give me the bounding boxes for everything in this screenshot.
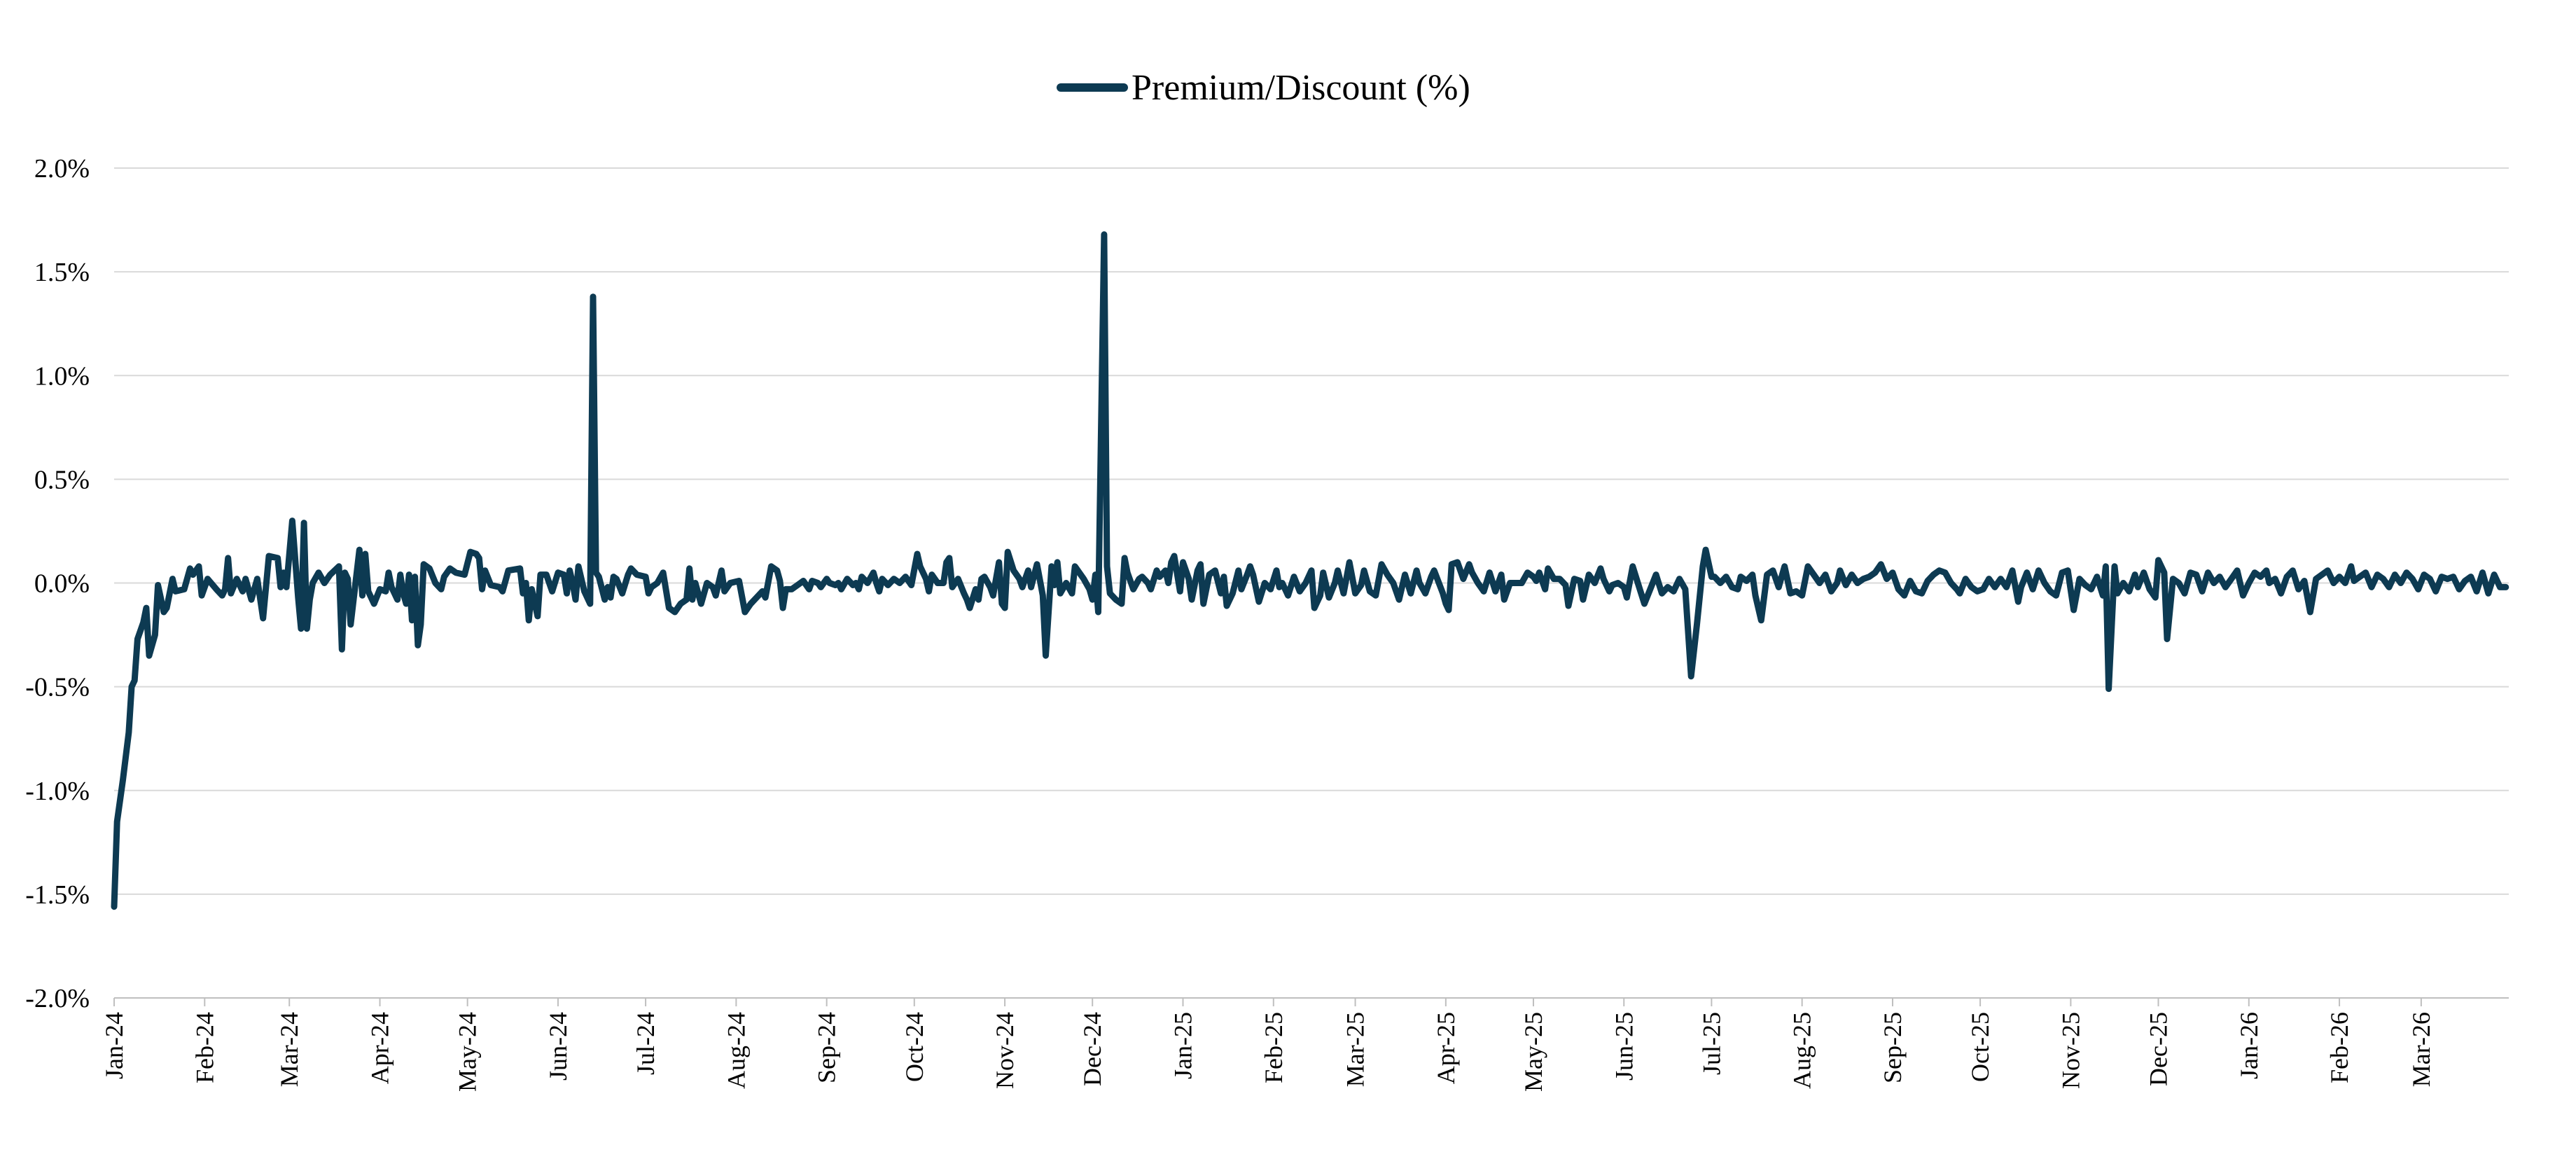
y-tick-label: -1.0% <box>25 777 90 806</box>
x-tick-label: Oct-24 <box>900 1012 928 1082</box>
legend-label: Premium/Discount (%) <box>1132 68 1470 108</box>
x-axis: Jan-24 Feb-24 Mar-24 Apr-24 May-24 Jun-24 Jul-… <box>100 997 2509 1092</box>
x-tick-label: May-25 <box>1519 1012 1547 1092</box>
x-tick-label: Jan-25 <box>1169 1012 1197 1079</box>
x-tick-label: Feb-25 <box>1260 1012 1288 1083</box>
x-tick-label: Nov-25 <box>2056 1012 2084 1089</box>
x-tick-label: Aug-25 <box>1788 1012 1816 1089</box>
y-axis-ticks: 2.0% 1.5% 1.0% 0.5% 0.0% -0.5% -1.0% -1.5% -2.0% <box>25 154 90 1013</box>
x-tick-label: Dec-24 <box>1078 1012 1106 1086</box>
x-tick-label: Jan-26 <box>2235 1012 2263 1079</box>
x-tick-label: Nov-24 <box>991 1012 1019 1089</box>
x-tick-label: Mar-26 <box>2407 1012 2435 1087</box>
series-line <box>111 231 2509 910</box>
x-tick-label: Jun-25 <box>1610 1012 1638 1081</box>
y-tick-label: -0.5% <box>25 673 90 702</box>
x-tick-label: Jan-24 <box>100 1012 128 1079</box>
legend: Premium/Discount (%) <box>1057 68 1470 108</box>
x-tick-label: Jul-25 <box>1697 1012 1725 1075</box>
x-tick-label: Sep-24 <box>813 1012 841 1083</box>
x-tick-label: Sep-25 <box>1879 1012 1907 1083</box>
x-tick-label: Feb-24 <box>190 1012 218 1083</box>
y-tick-label: 0.5% <box>34 465 90 494</box>
x-tick-label: Jul-24 <box>632 1012 660 1075</box>
series-group <box>111 231 2509 910</box>
x-tick-label: Apr-25 <box>1432 1012 1460 1084</box>
y-tick-label: -1.5% <box>25 880 90 910</box>
x-tick-label: Feb-26 <box>2325 1012 2353 1083</box>
x-tick-label: Jun-24 <box>544 1012 572 1081</box>
y-tick-label: 2.0% <box>34 154 90 183</box>
x-tick-label: Mar-25 <box>1342 1012 1370 1087</box>
x-tick-label: May-24 <box>454 1012 482 1092</box>
y-tick-label: 1.0% <box>34 361 90 391</box>
x-tick-label: Apr-24 <box>366 1012 394 1084</box>
x-tick-label: Oct-25 <box>1966 1012 1994 1082</box>
x-tick-label: Aug-24 <box>722 1012 750 1089</box>
x-tick-label: Mar-24 <box>275 1012 303 1087</box>
y-tick-label: -2.0% <box>25 984 90 1013</box>
x-tick-label: Dec-25 <box>2145 1012 2173 1086</box>
y-tick-label: 1.5% <box>34 258 90 287</box>
y-tick-label: 0.0% <box>34 569 90 599</box>
